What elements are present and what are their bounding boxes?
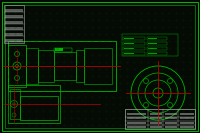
Bar (164, 113, 177, 115)
Bar (55, 48, 63, 49)
Bar (122, 34, 178, 56)
Bar (5, 15, 23, 18)
Bar (164, 117, 177, 119)
Bar (123, 36, 145, 40)
Bar (38, 50, 54, 82)
Bar (84, 48, 112, 84)
Bar (164, 126, 177, 128)
Bar (150, 126, 162, 128)
Bar (147, 36, 167, 40)
Bar (127, 117, 146, 119)
Bar (20, 96, 58, 120)
Bar (150, 117, 162, 119)
Bar (123, 47, 145, 50)
Bar (8, 85, 60, 123)
Bar (180, 113, 194, 115)
Bar (5, 33, 23, 36)
Bar (5, 27, 23, 30)
Bar (180, 117, 194, 119)
Bar (123, 51, 145, 55)
Bar (54, 52, 76, 80)
Bar (180, 126, 194, 128)
Bar (147, 41, 167, 45)
Bar (8, 45, 26, 87)
Bar (147, 47, 167, 50)
Bar (4, 5, 24, 43)
Bar (5, 9, 23, 11)
Bar (10, 89, 20, 119)
Bar (26, 48, 38, 84)
Bar (164, 122, 177, 124)
Bar (148, 43, 157, 44)
Bar (125, 109, 195, 129)
Bar (147, 51, 167, 55)
Bar (127, 113, 146, 115)
Bar (5, 21, 23, 24)
Bar (8, 41, 116, 91)
Bar (148, 48, 157, 49)
Bar (180, 122, 194, 124)
Bar (124, 53, 134, 54)
Bar (148, 53, 157, 54)
Bar (127, 126, 146, 128)
Bar (127, 122, 146, 124)
Bar (124, 43, 134, 44)
Bar (76, 50, 84, 82)
Bar (55, 50, 63, 51)
Bar (150, 122, 162, 124)
Bar (54, 48, 72, 52)
Bar (123, 41, 145, 45)
Bar (5, 39, 23, 41)
Bar (55, 49, 63, 50)
Bar (150, 113, 162, 115)
Bar (124, 38, 134, 39)
Bar (148, 38, 157, 39)
Bar (124, 48, 134, 49)
